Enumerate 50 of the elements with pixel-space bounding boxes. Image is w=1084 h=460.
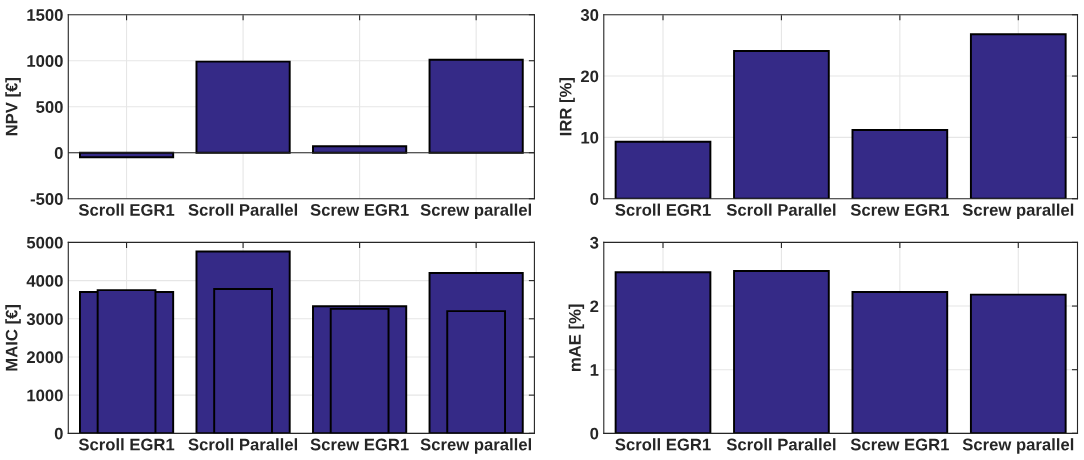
y-tick-label: 1500 (27, 9, 63, 21)
y-tick-label: 3 (590, 236, 599, 249)
y-tick-label: 1 (590, 364, 599, 376)
y-tick-label: 500 (36, 101, 63, 113)
y-tick-label: 0 (54, 427, 63, 440)
bar (195, 60, 291, 154)
y-tick-label: 2000 (26, 351, 63, 364)
x-tick-label: Screw EGR1 (310, 204, 409, 216)
x-tick-label: Screw EGR1 (310, 438, 409, 451)
y-tick-label: 20 (580, 70, 599, 83)
x-tick-label: Screw parallel (962, 438, 1074, 454)
y-tick-label: 30 (580, 9, 599, 21)
x-tick-label: Screw parallel (420, 438, 532, 454)
y-tick-label: 0 (590, 427, 599, 440)
y-tick-label: 1000 (27, 389, 63, 402)
x-tick-label: Scroll EGR1 (78, 438, 175, 451)
x-tick-label: Screw parallel (420, 203, 532, 220)
bar (851, 129, 949, 199)
x-tick-label: Scroll Parallel (726, 203, 836, 216)
y-tick-label: 4000 (26, 275, 63, 287)
y-axis-title: MAIC [€] (5, 305, 21, 371)
x-tick-label: Scroll Parallel (188, 203, 298, 216)
bar (969, 293, 1067, 434)
x-tick-label: Screw EGR1 (850, 204, 949, 216)
x-tick-label: Scroll EGR1 (615, 203, 711, 216)
bar (312, 145, 408, 154)
y-axis-title: mAE [%] (568, 304, 585, 372)
x-tick-label: Scroll EGR1 (615, 438, 711, 451)
bar (614, 271, 712, 434)
y-tick-label: 3000 (26, 313, 63, 326)
y-tick-label: 0 (54, 147, 63, 159)
y-tick-label: -500 (30, 193, 63, 205)
bar (969, 33, 1067, 199)
y-tick-label: 1000 (27, 55, 63, 67)
x-tick-label: Screw EGR1 (850, 438, 949, 451)
bar (851, 291, 949, 434)
bar (428, 58, 524, 154)
x-tick-label: Screw parallel (962, 203, 1074, 220)
x-tick-label: Scroll Parallel (188, 438, 298, 451)
x-tick-label: Scroll Parallel (726, 438, 836, 451)
y-tick-label: 0 (590, 193, 599, 205)
y-tick-label: 10 (581, 131, 599, 144)
x-tick-label: Scroll EGR1 (78, 203, 175, 216)
bar (733, 270, 830, 434)
y-tick-label: 5000 (26, 236, 63, 249)
y-tick-label: 2 (590, 300, 599, 313)
bar (614, 140, 712, 199)
bar (733, 49, 830, 199)
y-axis-title: NPV [€] (5, 78, 21, 136)
y-axis-title: IRR [%] (559, 78, 575, 136)
